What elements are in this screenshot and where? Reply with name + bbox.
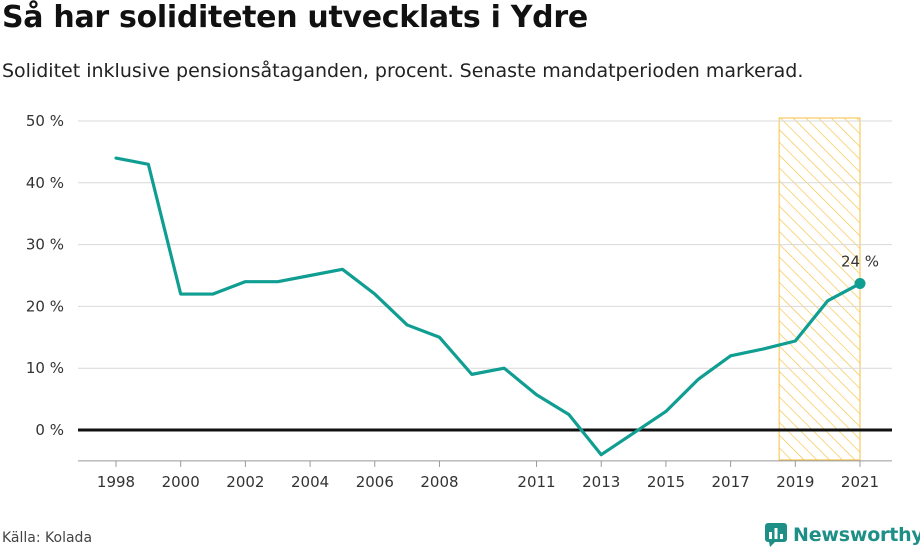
chart-subtitle: Soliditet inklusive pensionsåtaganden, p… — [2, 60, 804, 82]
x-tick-label: 2015 — [647, 473, 685, 491]
series-end-point — [854, 278, 866, 290]
y-tick-label: 10 % — [26, 359, 64, 377]
x-tick-label: 2006 — [356, 473, 394, 491]
x-tick-label: 2000 — [162, 473, 200, 491]
end-value-label: 24 % — [841, 253, 879, 271]
y-tick-label: 50 % — [26, 112, 64, 130]
newsworthy-logo-icon — [765, 523, 787, 547]
y-tick-label: 0 % — [35, 421, 64, 439]
series-line — [114, 156, 862, 457]
y-tick-label: 20 % — [26, 297, 64, 315]
x-tick-label: 2008 — [420, 473, 458, 491]
y-tick-label: 30 % — [26, 236, 64, 254]
y-tick-label: 40 % — [26, 174, 64, 192]
source-note: Källa: Kolada — [2, 530, 93, 546]
x-tick-label: 2017 — [712, 473, 750, 491]
newsworthy-logo[interactable]: Newsworthy — [765, 520, 920, 550]
x-tick-label: 2019 — [776, 473, 814, 491]
chart-title: Så har soliditeten utvecklats i Ydre — [2, 0, 588, 35]
x-tick-label: 2021 — [841, 473, 879, 491]
x-tick-label: 1998 — [97, 473, 135, 491]
x-tick-label: 2013 — [582, 473, 620, 491]
x-tick-label: 2002 — [226, 473, 264, 491]
x-tick-label: 2011 — [517, 473, 555, 491]
brand-name: Newsworthy — [793, 524, 920, 546]
x-tick-label: 2004 — [291, 473, 329, 491]
